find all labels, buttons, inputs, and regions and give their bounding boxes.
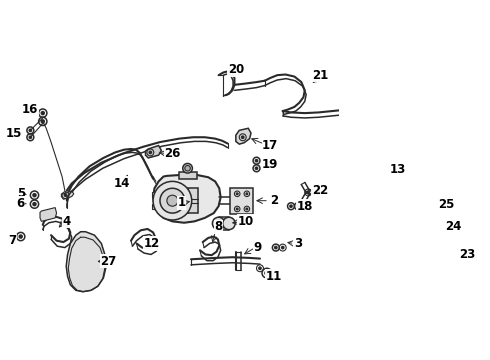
Circle shape	[419, 196, 422, 199]
Text: 8: 8	[215, 220, 223, 233]
Circle shape	[148, 150, 152, 154]
Circle shape	[28, 129, 32, 132]
Polygon shape	[61, 191, 74, 199]
Circle shape	[167, 195, 178, 206]
Text: 9: 9	[254, 241, 262, 254]
Polygon shape	[153, 175, 220, 223]
Circle shape	[274, 246, 278, 249]
Text: 11: 11	[266, 270, 282, 283]
Circle shape	[281, 246, 285, 249]
Text: 3: 3	[294, 237, 302, 250]
Circle shape	[289, 204, 293, 208]
Circle shape	[32, 193, 37, 197]
Polygon shape	[146, 145, 161, 158]
Circle shape	[241, 135, 245, 139]
Circle shape	[19, 234, 23, 239]
Text: 4: 4	[63, 215, 71, 228]
Circle shape	[41, 111, 45, 116]
Text: 25: 25	[438, 198, 454, 211]
Circle shape	[28, 135, 32, 139]
Circle shape	[414, 194, 416, 197]
Polygon shape	[40, 208, 56, 221]
Text: 1: 1	[177, 196, 185, 209]
Circle shape	[428, 211, 433, 215]
Polygon shape	[236, 128, 251, 144]
Polygon shape	[152, 192, 159, 197]
Circle shape	[223, 217, 235, 230]
Text: 6: 6	[17, 197, 25, 210]
Circle shape	[440, 225, 443, 229]
Text: 7: 7	[8, 234, 17, 247]
Text: 24: 24	[445, 220, 461, 233]
Circle shape	[245, 192, 248, 195]
Circle shape	[264, 270, 270, 276]
Circle shape	[423, 190, 427, 194]
Circle shape	[258, 266, 262, 270]
Text: 10: 10	[238, 215, 254, 228]
Circle shape	[236, 192, 239, 195]
Text: 21: 21	[312, 69, 328, 82]
Circle shape	[432, 183, 435, 186]
Polygon shape	[66, 232, 106, 292]
Text: 16: 16	[22, 103, 39, 116]
Circle shape	[32, 202, 37, 206]
Circle shape	[236, 207, 239, 211]
Text: 26: 26	[164, 147, 181, 160]
Text: 13: 13	[390, 163, 406, 176]
Circle shape	[432, 225, 437, 229]
Circle shape	[160, 188, 185, 213]
Text: 14: 14	[114, 177, 130, 190]
Polygon shape	[230, 188, 253, 215]
Text: 15: 15	[5, 127, 22, 140]
Text: 17: 17	[262, 139, 278, 152]
Circle shape	[296, 204, 300, 208]
Text: 2: 2	[270, 194, 278, 207]
Circle shape	[411, 172, 414, 175]
Text: 12: 12	[144, 237, 160, 250]
Circle shape	[255, 166, 258, 170]
Circle shape	[153, 181, 192, 220]
Circle shape	[183, 163, 193, 173]
Text: 18: 18	[296, 200, 313, 213]
Circle shape	[245, 207, 248, 211]
Text: 20: 20	[228, 63, 244, 76]
Polygon shape	[152, 204, 159, 209]
Polygon shape	[177, 188, 198, 213]
Circle shape	[185, 166, 190, 171]
Text: 23: 23	[459, 248, 475, 261]
Circle shape	[428, 202, 433, 206]
Circle shape	[41, 119, 45, 124]
Text: 22: 22	[312, 184, 328, 197]
Circle shape	[64, 193, 68, 197]
Circle shape	[212, 217, 225, 230]
Polygon shape	[219, 217, 229, 230]
Circle shape	[255, 159, 258, 163]
Polygon shape	[178, 172, 196, 179]
Text: 19: 19	[262, 158, 278, 171]
Text: 5: 5	[17, 187, 25, 200]
Text: 27: 27	[100, 255, 117, 268]
Circle shape	[306, 190, 310, 194]
